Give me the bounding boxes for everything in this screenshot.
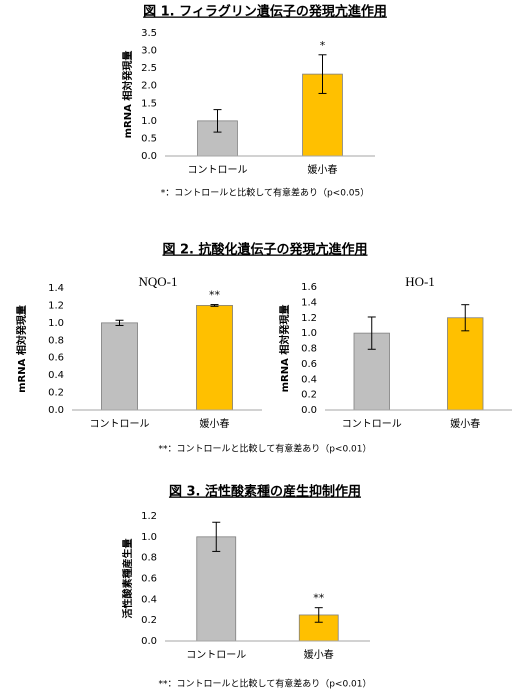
x-tick-label: 媛小春 (308, 163, 338, 176)
y-tick-label: 0.6 (48, 353, 64, 364)
figure-title: 図 3. 活性酸素種の産生抑制作用 (169, 484, 361, 500)
y-tick-label: 0.5 (141, 133, 157, 144)
y-axis-label: mRNA 相対発現量 (278, 305, 291, 393)
figure-title: 図 2. 抗酸化遺伝子の発現亢進作用 (162, 242, 367, 258)
x-tick-label: コントロール (342, 419, 402, 430)
y-tick-label: 3.0 (141, 46, 157, 57)
y-tick-label: 0.8 (48, 335, 64, 346)
x-tick-label: 媛小春 (200, 417, 230, 430)
y-tick-label: 1.2 (48, 300, 64, 311)
bar (447, 317, 484, 411)
y-tick-label: 0.8 (141, 553, 157, 564)
y-tick-label: 1.0 (48, 318, 64, 329)
y-tick-label: 2.0 (141, 81, 157, 92)
y-axis-label: mRNA 相対発現量 (121, 51, 134, 139)
y-tick-label: 1.4 (301, 297, 317, 308)
y-tick-label: 0.4 (301, 374, 317, 385)
y-tick-label: 0.0 (301, 405, 317, 416)
y-tick-label: 0.2 (141, 615, 157, 626)
y-tick-label: 1.2 (141, 511, 157, 522)
x-tick-label: コントロール (90, 419, 150, 430)
y-tick-label: 2.5 (141, 63, 157, 74)
y-tick-label: 0.4 (48, 370, 64, 381)
y-axis-label: mRNA 相対発現量 (15, 305, 28, 393)
footnote: **：コントロールと比較して有意差あり（p<0.01） (158, 443, 371, 455)
y-tick-label: 1.0 (301, 328, 317, 339)
footnote: **：コントロールと比較して有意差あり（p<0.01） (158, 678, 371, 690)
y-tick-label: 1.5 (141, 98, 157, 109)
y-tick-label: 0.8 (301, 344, 317, 355)
significance-mark: * (320, 39, 326, 52)
y-tick-label: 0.0 (48, 405, 64, 416)
chart-subtitle: NQO-1 (139, 274, 178, 289)
y-tick-label: 0.6 (301, 359, 317, 370)
x-tick-label: コントロール (188, 165, 248, 176)
y-tick-label: 0.6 (141, 574, 157, 585)
bar (196, 536, 237, 642)
y-tick-label: 1.2 (301, 313, 317, 324)
x-tick-label: 媛小春 (304, 648, 334, 661)
y-tick-label: 1.0 (141, 116, 157, 127)
x-tick-label: 媛小春 (450, 417, 480, 430)
chart-subtitle: HO-1 (405, 274, 435, 289)
x-tick-label: コントロール (186, 650, 246, 661)
y-tick-label: 0.0 (141, 636, 157, 647)
y-tick-label: 0.0 (141, 151, 157, 162)
bar (101, 322, 138, 411)
y-tick-label: 1.6 (301, 282, 317, 293)
significance-mark: ** (209, 289, 221, 302)
y-axis-label: 活性酸素種産生量 (121, 539, 134, 619)
y-tick-label: 0.2 (48, 388, 64, 399)
y-tick-label: 1.4 (48, 283, 64, 294)
y-tick-label: 0.4 (141, 594, 157, 605)
significance-mark: ** (313, 592, 325, 605)
y-tick-label: 0.2 (301, 390, 317, 401)
y-tick-label: 1.0 (141, 532, 157, 543)
figure-title: 図 1. フィラグリン遺伝子の発現亢進作用 (143, 4, 387, 20)
footnote: *：コントロールと比較して有意差あり（p<0.05） (161, 187, 370, 199)
y-tick-label: 3.5 (141, 28, 157, 39)
bar (196, 305, 233, 411)
